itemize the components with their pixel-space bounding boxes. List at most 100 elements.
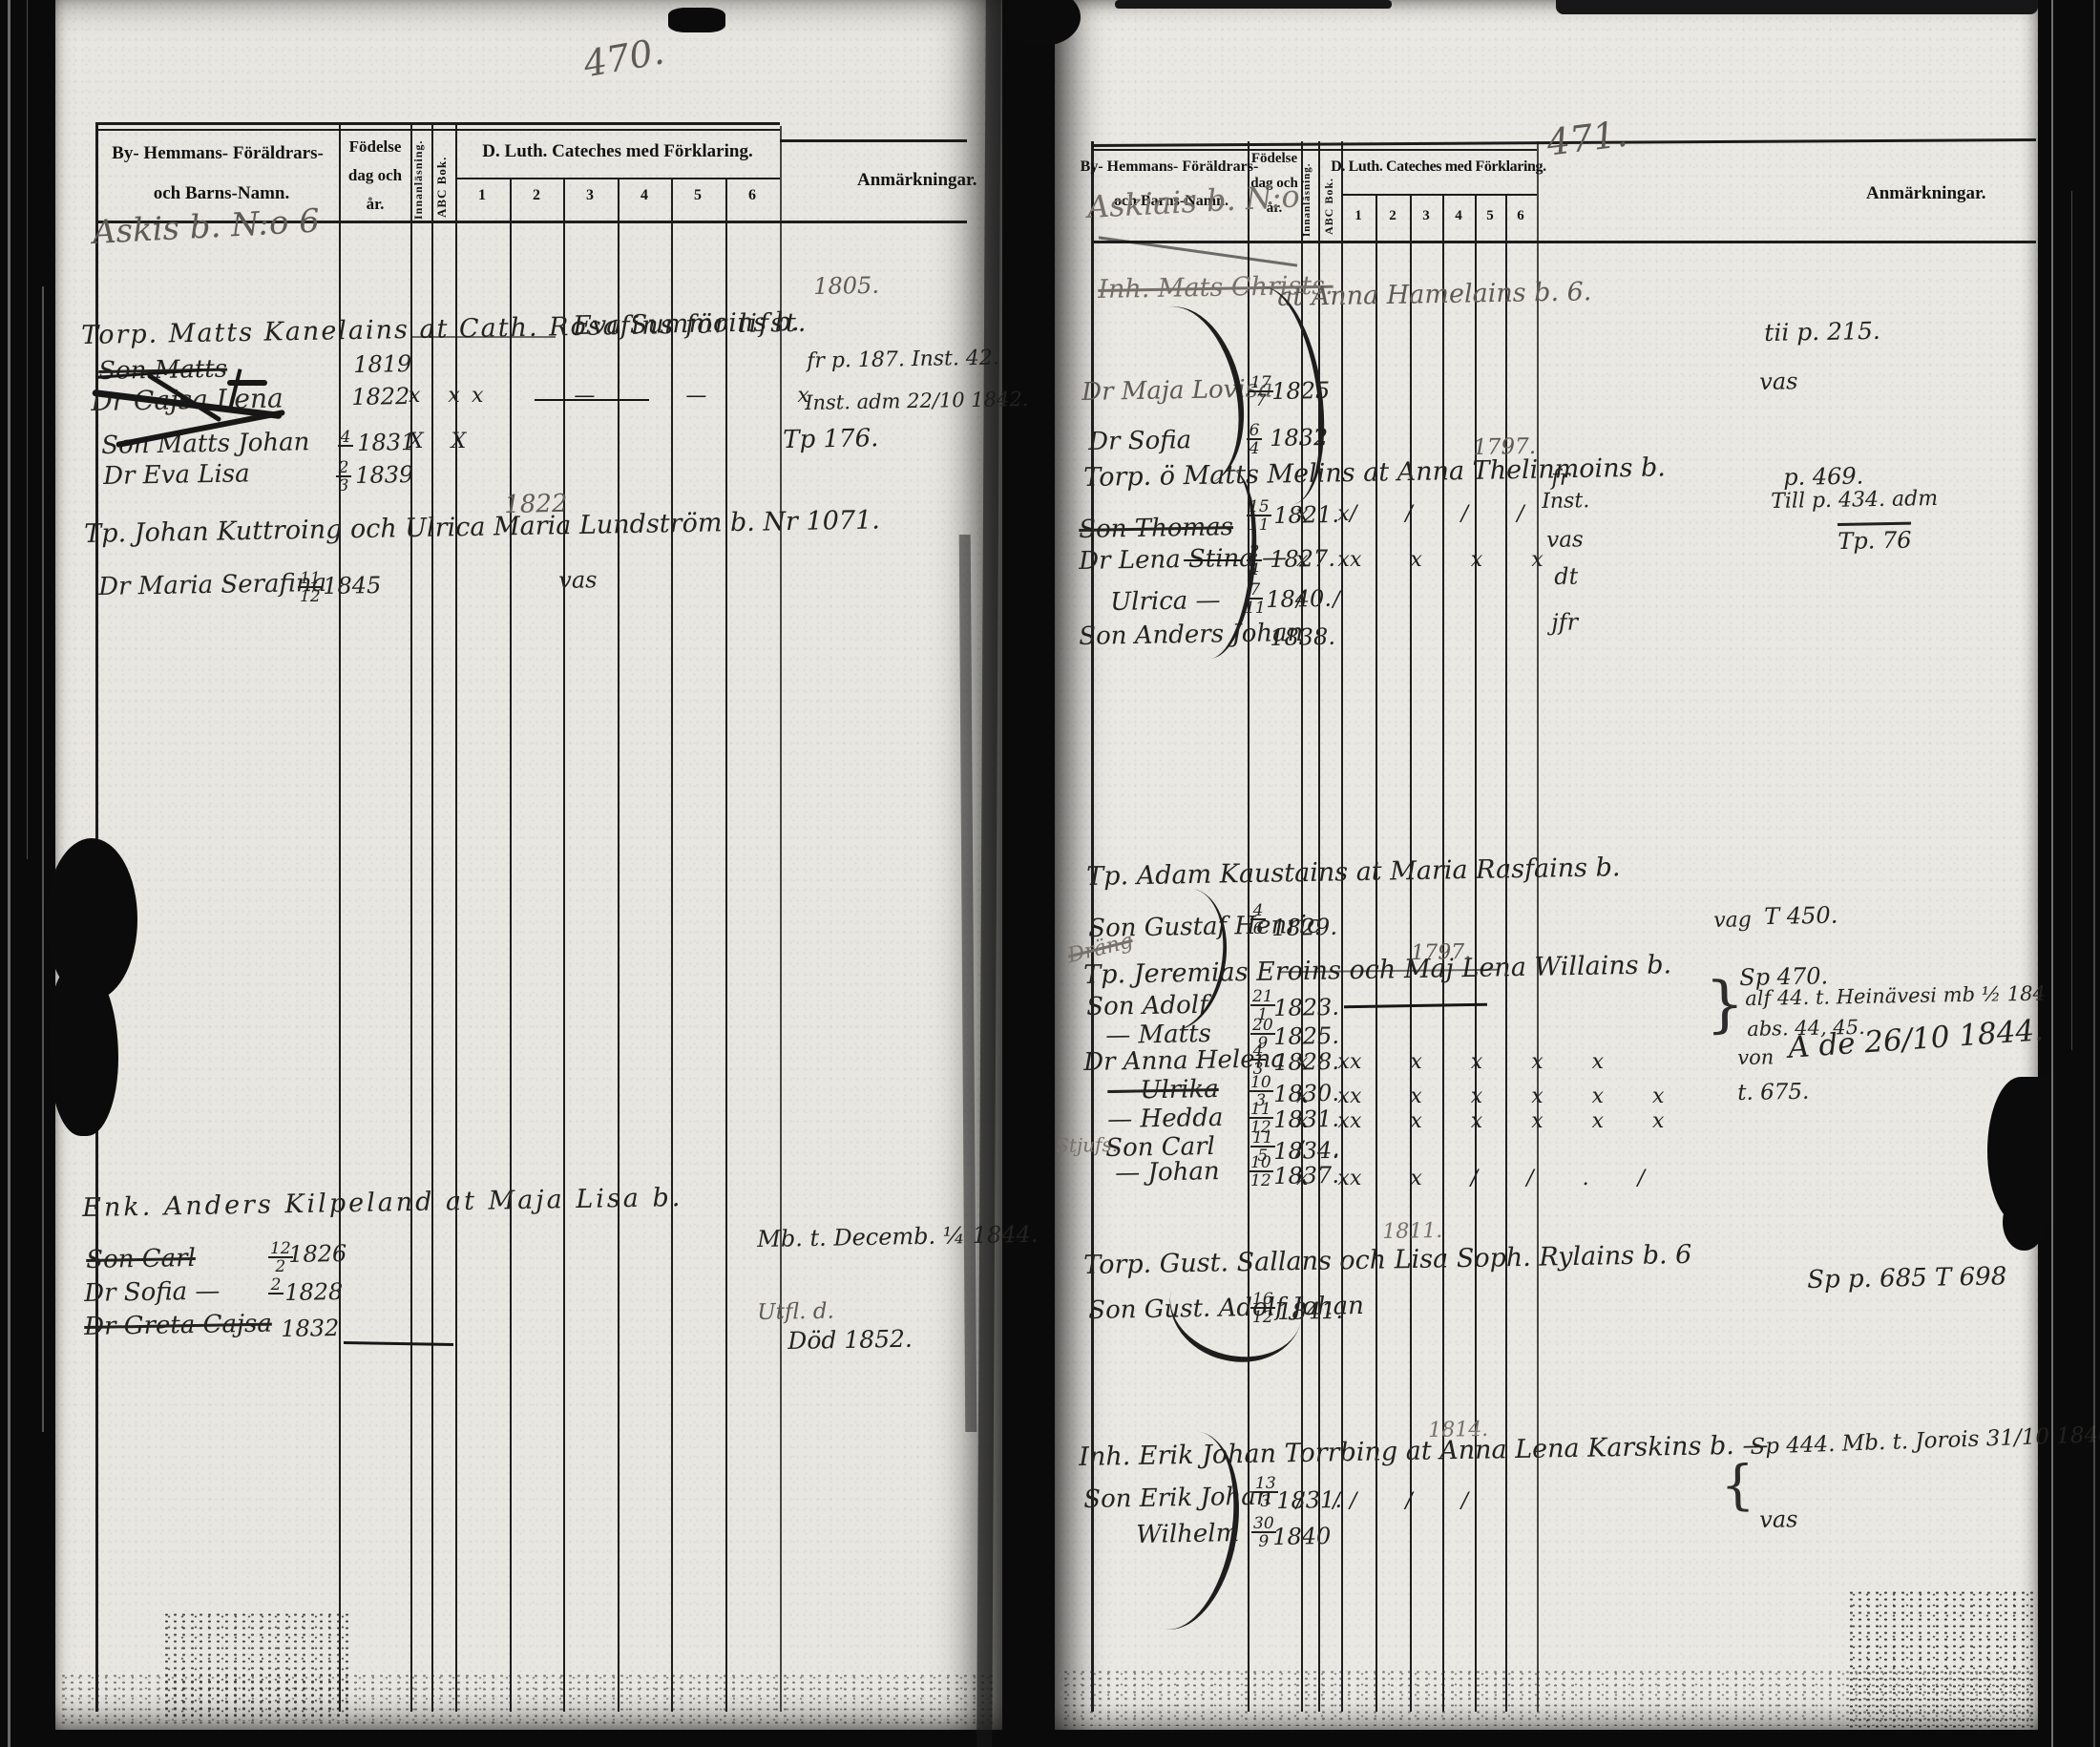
- table-line: [671, 178, 673, 1712]
- remark-note: fr p. 187. Inst. 42.: [807, 346, 1000, 373]
- person-name: Dr Maria Serafina: [98, 568, 327, 601]
- person-name: — Hedda: [1107, 1103, 1224, 1134]
- table-line: [563, 178, 565, 1712]
- catechism-marks: / / /: [1350, 1489, 1490, 1513]
- column-number-5: 5: [1486, 208, 1494, 223]
- day-numerator: 11: [298, 569, 323, 588]
- remark-note: Död 1852.: [788, 1324, 914, 1355]
- paper-noise: [1847, 1589, 2038, 1728]
- birth-day: 11 5: [1250, 1130, 1275, 1165]
- day-numerator: 2: [268, 1277, 284, 1294]
- remark-year: 1822: [504, 489, 568, 519]
- column-number-6: 6: [1517, 208, 1524, 223]
- day-numerator: 12: [268, 1239, 293, 1258]
- ink-stroke: [535, 399, 649, 401]
- column-header-names: By- Hemmans- Föräldrars-: [1080, 158, 1259, 175]
- remark-year: 1805.: [813, 271, 880, 300]
- table-line: [95, 122, 780, 125]
- column-header-birth: dag och: [1250, 176, 1298, 191]
- remark-note: Mb. t. Decemb. ¼ 1844.: [757, 1220, 1039, 1252]
- day-denominator: 6: [1252, 919, 1264, 938]
- day-denominator: 3: [1255, 1091, 1267, 1110]
- column-number-3: 3: [586, 187, 594, 203]
- column-header-names: och Barns-Namn.: [1113, 193, 1229, 209]
- remark-note: von: [1737, 1045, 1774, 1069]
- birth-day: 11 12: [1249, 1102, 1273, 1136]
- table-line: [410, 122, 412, 1712]
- remark-note: Till p. 434. adm: [1771, 486, 1939, 514]
- table-line: [725, 178, 727, 1712]
- day-numerator: 15: [1247, 497, 1271, 516]
- ink-stain: [1004, 0, 1081, 46]
- day-numerator: 13: [1253, 1474, 1278, 1493]
- day-denominator: 2: [275, 1257, 286, 1276]
- table-line: [1376, 194, 1377, 1712]
- remark-note: p. 469.: [1783, 462, 1864, 491]
- day-denominator: 11: [1245, 599, 1266, 618]
- catechism-marks: x — — x: [472, 384, 851, 408]
- remark-note: vas: [1759, 368, 1798, 395]
- birth-day: 11 12: [298, 569, 323, 605]
- scan-streak: [27, 0, 28, 859]
- catechism-marks: x x x x x x: [1350, 1109, 1686, 1133]
- day-denominator: 3: [338, 476, 349, 495]
- day-numerator: 7: [1247, 582, 1263, 600]
- reading-marks: / /: [1296, 1489, 1352, 1513]
- reading-marks: X X: [409, 430, 477, 453]
- scan-streak: [2051, 0, 2053, 1747]
- column-number-2: 2: [533, 187, 540, 203]
- column-header-catechism: D. Luth. Cateches med Förklaring.: [1331, 158, 1546, 175]
- birth-day: 17 7: [1249, 375, 1273, 410]
- table-line: [95, 129, 780, 131]
- table-line: [1341, 141, 1343, 1712]
- ink-stain: [668, 8, 725, 32]
- table-line: [780, 126, 782, 1712]
- birth-day: 4: [338, 430, 353, 447]
- remark-note: jfr: [1551, 608, 1579, 636]
- column-header-birth: år.: [366, 195, 385, 213]
- column-number-2: 2: [1389, 208, 1396, 223]
- ink-stain: [50, 964, 118, 1136]
- catechism-marks: / / / /: [1350, 502, 1545, 526]
- entry-head: Eva Summoins b.: [573, 306, 800, 341]
- column-header-abc: ABC Bok.: [434, 156, 449, 218]
- column-header-names: och Barns-Namn.: [153, 183, 290, 203]
- birth-day: 16 12: [1250, 1292, 1275, 1326]
- column-header-remarks: Anmärkningar.: [1866, 183, 1986, 203]
- column-header-reading: Innanläsning.: [1301, 162, 1312, 237]
- reading-marks: / .: [1296, 1138, 1352, 1162]
- day-denominator: 4: [1249, 439, 1260, 458]
- day-numerator: 10: [1249, 1073, 1273, 1092]
- day-numerator: 20: [1250, 1016, 1275, 1035]
- ink-stroke: [1184, 559, 1241, 561]
- right-page: [1055, 0, 2038, 1730]
- birth-year: 1831: [357, 428, 416, 456]
- day-denominator: 9: [1257, 1034, 1269, 1053]
- reading-marks: / /: [1296, 588, 1352, 612]
- birth-year: 1832: [281, 1314, 340, 1342]
- birth-year: 1845: [323, 571, 382, 600]
- reading-marks: x x: [409, 384, 471, 408]
- table-line: [1537, 141, 1539, 1712]
- reading-marks: x x: [1296, 1084, 1361, 1108]
- day-denominator: 11: [1249, 516, 1270, 535]
- person-name: — Johan: [1115, 1157, 1220, 1188]
- birth-year: 1822: [351, 382, 410, 410]
- birth-day: 10 3: [1249, 1073, 1273, 1110]
- birth-year: 1828: [284, 1277, 344, 1306]
- catechism-marks: x x x x: [1350, 548, 1564, 572]
- person-name: Dr Greta Cajsa: [84, 1309, 273, 1341]
- remark-note: t. 675.: [1737, 1079, 1810, 1105]
- table-line: [455, 122, 457, 1712]
- scan-edge: [1556, 0, 2038, 14]
- column-header-birth: Födelse: [1250, 151, 1298, 166]
- remark-note: T 450.: [1764, 901, 1838, 930]
- table-line: [1475, 194, 1477, 1712]
- table-line: [1505, 194, 1507, 1712]
- column-header-catechism: D. Luth. Cateches med Förklaring.: [482, 141, 753, 161]
